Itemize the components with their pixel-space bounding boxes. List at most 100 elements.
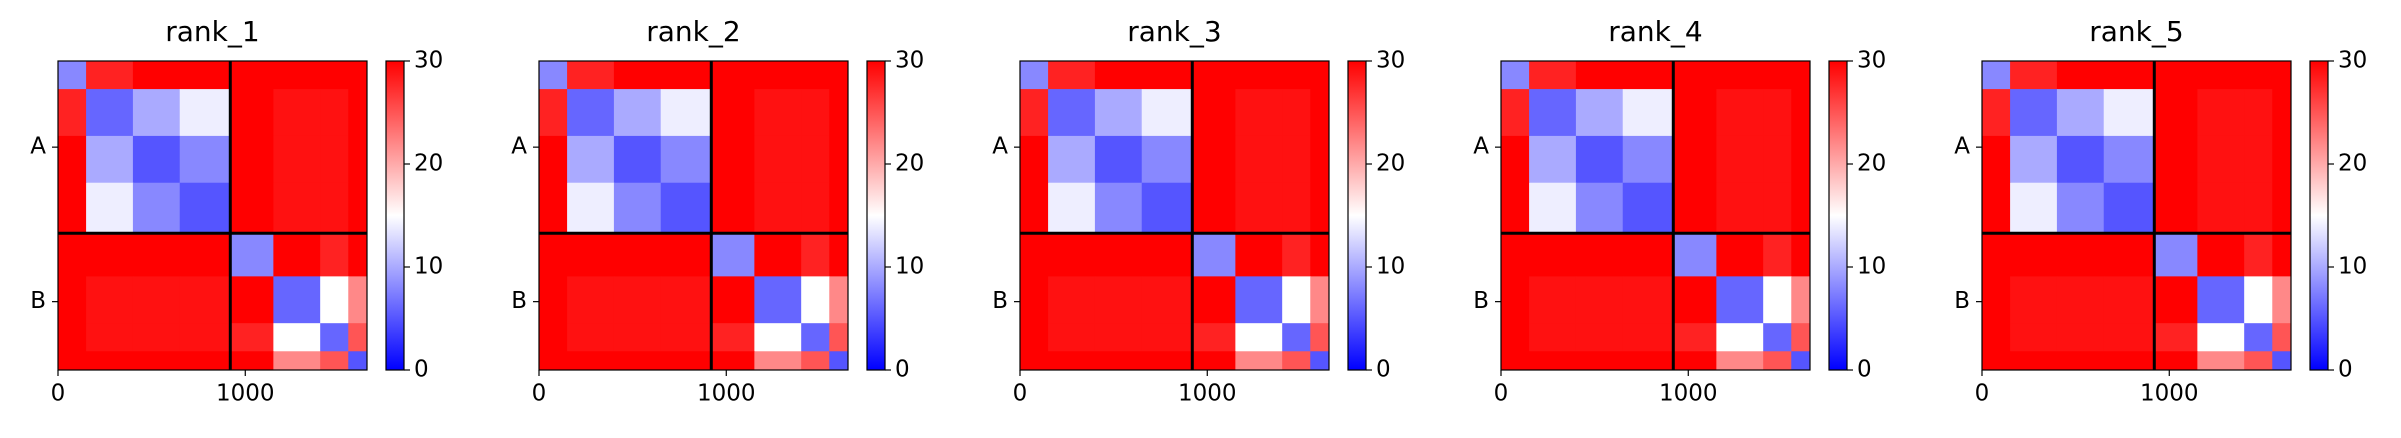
heatmap-cell	[660, 351, 712, 371]
heatmap-cell	[1141, 233, 1193, 277]
heatmap-cell	[1141, 182, 1193, 234]
heatmap-cell	[1192, 61, 1236, 90]
heatmap-cell	[1982, 323, 2011, 352]
heatmap-cell	[320, 233, 349, 277]
colorbar-tick-label: 30	[1376, 48, 1405, 74]
heatmap-cell	[2103, 276, 2155, 324]
heatmap-cell	[2103, 89, 2155, 137]
heatmap-cell	[1141, 351, 1193, 371]
heatmap-cell	[2010, 61, 2058, 90]
heatmap-cell	[1310, 233, 1330, 277]
colorbar-tick-label: 0	[1857, 357, 1872, 383]
heatmap-cell	[86, 323, 134, 352]
heatmap-cell	[1716, 61, 1764, 90]
heatmap-cell	[1048, 61, 1096, 90]
heatmap-cell	[1763, 276, 1792, 324]
heatmap-cell	[1575, 323, 1624, 352]
heatmap-cell	[1235, 61, 1283, 90]
y-tick-label: A	[30, 134, 46, 160]
heatmap-cell	[320, 276, 349, 324]
heatmap-cell	[711, 323, 755, 352]
heatmap-cell	[613, 61, 662, 90]
heatmap-cell	[711, 351, 755, 371]
colorbar-tick-label: 10	[1857, 254, 1886, 280]
colorbar-tick-label: 20	[414, 151, 443, 177]
heatmap-cell	[348, 182, 368, 234]
colorbar-tick-label: 30	[895, 48, 924, 74]
heatmap-cell	[348, 61, 368, 90]
colorbar-tick-label: 0	[895, 357, 910, 383]
heatmap-cell	[613, 233, 662, 277]
heatmap-cell	[1192, 323, 1236, 352]
heatmap-cell	[273, 135, 321, 184]
heatmap-cell	[1094, 89, 1143, 137]
heatmap-cell	[2197, 182, 2245, 234]
y-tick-label: B	[1473, 288, 1489, 314]
heatmap-cell	[2103, 351, 2155, 371]
heatmap-cell	[2244, 61, 2273, 90]
heatmap-cell	[1673, 61, 1717, 90]
heatmap-cell	[1791, 351, 1811, 371]
heatmap-cell	[1673, 135, 1717, 184]
plot-frame	[1981, 60, 2292, 371]
heatmap-cell	[1192, 89, 1236, 137]
heatmap-cell	[1501, 233, 1530, 277]
heatmap-cell	[2154, 182, 2198, 234]
heatmap-cell	[1716, 233, 1764, 277]
colorbar-tick-label: 0	[414, 357, 429, 383]
heatmap-cell	[1048, 135, 1096, 184]
heatmap-cell	[2010, 276, 2058, 324]
heatmap-cell	[1763, 89, 1792, 137]
heatmap-cell	[1048, 276, 1096, 324]
heatmap-cell	[2010, 135, 2058, 184]
heatmap-cell	[1982, 276, 2011, 324]
heatmap-cell	[1020, 323, 1049, 352]
heatmap-cell	[711, 135, 755, 184]
heatmap-cell	[1673, 182, 1717, 234]
y-tick-label: B	[511, 288, 527, 314]
heatmap-cell	[829, 276, 849, 324]
heatmap-cell	[2244, 351, 2273, 371]
heatmap-cell	[711, 182, 755, 234]
y-tick-label: B	[30, 288, 46, 314]
heatmap-cell	[1575, 233, 1624, 277]
heatmap-cell	[1673, 233, 1717, 277]
heatmap-cell	[711, 89, 755, 137]
heatmap-cell	[2056, 89, 2105, 137]
heatmap-cell	[829, 61, 849, 90]
chart-title: rank_5	[2089, 15, 2183, 48]
heatmap-cell	[2154, 61, 2198, 90]
heatmap-cell	[711, 233, 755, 277]
heatmap-cell	[1622, 276, 1674, 324]
heatmap-cell	[86, 182, 134, 234]
heatmap-cell	[1310, 135, 1330, 184]
heatmap-cell	[613, 276, 662, 324]
heatmap-cell	[1235, 182, 1283, 234]
heatmap-cell	[660, 276, 712, 324]
heatmap-cell	[2010, 182, 2058, 234]
heatmap-cell	[58, 323, 87, 352]
heatmap-cell	[1192, 182, 1236, 234]
heatmap-cell	[567, 233, 615, 277]
heatmap-cell	[2103, 323, 2155, 352]
chart-title: rank_2	[646, 15, 740, 48]
heatmap-cell	[801, 135, 830, 184]
heatmap-cell	[1791, 89, 1811, 137]
heatmap-cell	[801, 61, 830, 90]
heatmap-cell	[58, 89, 87, 137]
heatmap-cell	[230, 182, 274, 234]
heatmap-cell	[273, 233, 321, 277]
heatmap-cell	[2056, 135, 2105, 184]
x-tick-label: 1000	[216, 381, 275, 407]
colorbar-tick-label: 20	[2338, 151, 2367, 177]
heatmap-cell	[1192, 135, 1236, 184]
heatmap-cell	[1622, 182, 1674, 234]
heatmap-cell	[1982, 89, 2011, 137]
plot-frame	[538, 60, 849, 371]
heatmap-cell	[1791, 233, 1811, 277]
heatmap-cell	[829, 135, 849, 184]
heatmap-cell	[2197, 323, 2245, 352]
y-tick-label: A	[1473, 134, 1489, 160]
heatmap-cell	[1235, 233, 1283, 277]
heatmap-cell	[320, 135, 349, 184]
